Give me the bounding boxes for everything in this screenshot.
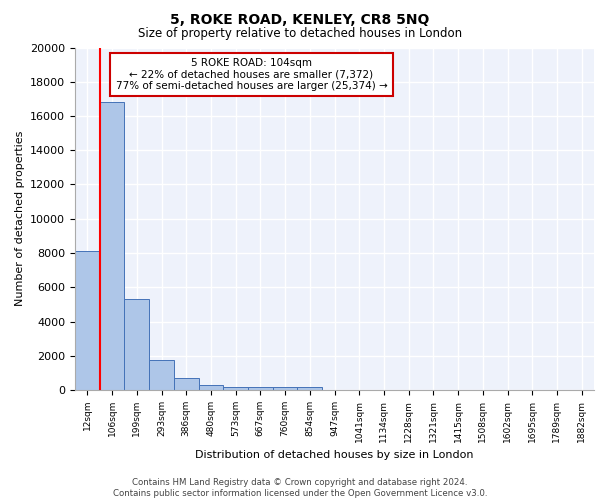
Bar [298, 388, 322, 390]
Bar [149, 360, 174, 390]
Bar [223, 386, 248, 390]
Text: Size of property relative to detached houses in London: Size of property relative to detached ho… [138, 28, 462, 40]
Bar [124, 299, 149, 390]
Bar [100, 102, 124, 390]
Bar [248, 387, 273, 390]
Bar [174, 378, 199, 390]
Y-axis label: Number of detached properties: Number of detached properties [14, 131, 25, 306]
Text: Contains HM Land Registry data © Crown copyright and database right 2024.
Contai: Contains HM Land Registry data © Crown c… [113, 478, 487, 498]
Bar [273, 387, 298, 390]
Bar [199, 385, 223, 390]
Text: 5, ROKE ROAD, KENLEY, CR8 5NQ: 5, ROKE ROAD, KENLEY, CR8 5NQ [170, 12, 430, 26]
X-axis label: Distribution of detached houses by size in London: Distribution of detached houses by size … [195, 450, 474, 460]
Text: 5 ROKE ROAD: 104sqm
← 22% of detached houses are smaller (7,372)
77% of semi-det: 5 ROKE ROAD: 104sqm ← 22% of detached ho… [116, 58, 388, 91]
Bar [75, 252, 100, 390]
